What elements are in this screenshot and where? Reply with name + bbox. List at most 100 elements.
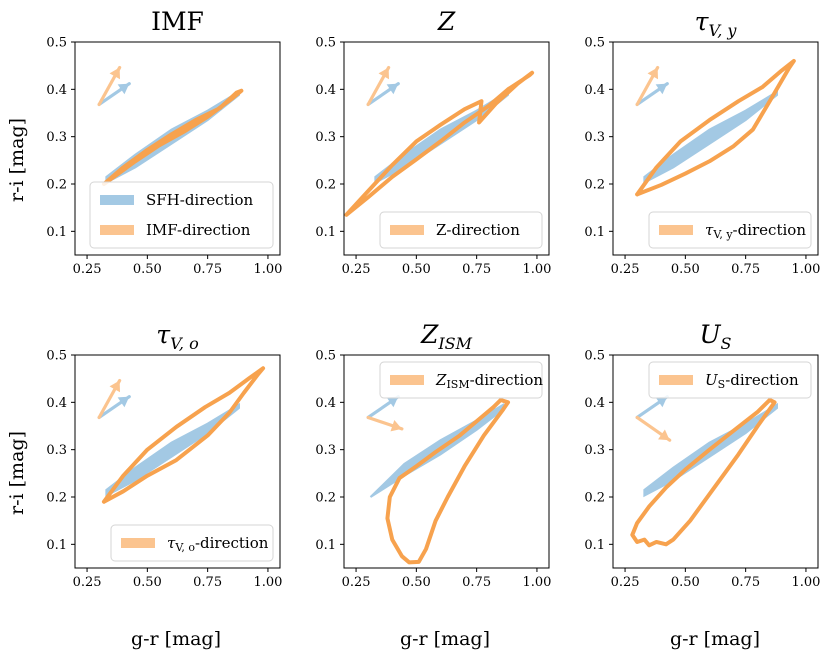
legend-box [648,361,812,399]
legend-label-rest: -direction [733,221,807,239]
legend-label: US-direction [705,371,799,391]
y-tick-label: 0.5 [584,349,605,364]
param-arrow-head [647,67,659,80]
x-tick-label: 0.25 [611,262,640,277]
y-tick-label: 0.2 [46,491,67,506]
y-tick-label: 0.2 [584,178,605,193]
param-loop [101,88,244,186]
y-tick-label: 0.5 [315,349,336,364]
x-tick-label: 1.00 [253,262,282,277]
x-tick-label: 0.25 [342,262,371,277]
plot-frame [74,354,281,569]
xlabel-right: g-r [mag] [670,628,760,650]
y-tick-label: 0.4 [46,396,67,411]
y-tick-label: 0.4 [584,396,605,411]
x-tick-label: 0.75 [462,262,491,277]
title-main: τ [695,7,710,36]
y-tick-label: 0.4 [315,83,336,98]
sfh-arrow-head [386,83,399,95]
param-arrow-head [109,380,121,393]
sfh-arrow-head [655,83,668,95]
param-arrow [366,415,404,432]
y-tick-label: 0.3 [584,443,605,458]
legend: τV, y-direction [648,211,812,249]
legend-box [110,524,274,562]
legend-label-sub: V, y [712,228,733,241]
legend-label: SFH-direction [146,191,254,209]
y-tick-label: 0.1 [46,225,67,240]
x-tick-label: 0.50 [133,262,162,277]
panel-title-tau_vo: τV, o [156,320,198,353]
legend: ZISM-direction [379,361,543,399]
param-loop [101,366,266,504]
panel-title-imf: IMF [151,7,204,36]
legend-label: ZISM-direction [435,371,543,391]
sfh-arrow-head [386,396,399,408]
legend-label: IMF-direction [146,221,251,239]
sfh-arrow [366,395,400,420]
y-tick-label: 0.4 [315,396,336,411]
plot-frame [74,41,281,256]
title-main: U [699,320,721,349]
y-tick-label: 0.2 [315,491,336,506]
legend-label-rest: -direction [470,371,544,389]
y-tick-label: 0.2 [584,491,605,506]
y-tick-label: 0.1 [584,538,605,553]
x-tick-label: 0.75 [731,262,760,277]
panel-title-z: Z [437,7,456,36]
x-tick-label: 0.75 [193,262,222,277]
title-main: τ [156,320,171,349]
y-tick-label: 0.1 [584,225,605,240]
param-arrow-head [109,67,121,80]
param-arrow-head [378,67,390,80]
panel-title-tau_vy: τV, y [695,7,738,40]
y-tick-label: 0.3 [315,130,336,145]
x-tick-label: 1.00 [791,575,820,590]
param-arrow [635,415,672,442]
sfh-arrow [97,82,131,107]
panel-imf: IMF 0.25 0.50 0.75 1.00 0.1 0.2 0.3 0.4 0.5 SFH-di… [46,7,282,277]
legend: SFH-direction IMF-direction [89,181,274,249]
title-sub: ISM [437,334,472,353]
panel-z: Z 0.25 0.50 0.75 1.00 0.1 0.2 0.3 0.4 0.5 Z-direct… [315,7,551,277]
title-main: Z [420,320,439,349]
x-tick-label: 0.50 [402,575,431,590]
param-loop [630,397,777,548]
legend-label-main: Z [435,371,447,389]
sfh-arrow-head [655,396,668,408]
plot-frame [343,41,550,256]
plot-frame [343,354,550,569]
y-tick-label: 0.4 [584,83,605,98]
plot-frame [612,354,819,569]
legend-label-main: U [705,371,719,389]
x-tick-label: 1.00 [522,262,551,277]
legend-label: τV, y-direction [705,221,806,241]
y-tick-label: 0.1 [315,538,336,553]
legend-label-rest: -direction [195,534,269,552]
y-tick-label: 0.5 [584,36,605,51]
legend-label-main: τ [705,221,714,239]
legend-box [379,211,543,249]
x-tick-label: 0.75 [462,575,491,590]
param-arrow [635,65,660,107]
legend-label-sub: V, o [174,541,195,554]
xlabel-left: g-r [mag] [131,628,221,650]
ylabel-bottom: r-i [mag] [6,431,28,515]
panel-title-z_ism: ZISM [420,320,473,353]
panel-tau_vo: τV, o0.25 0.50 0.75 1.000.10.20.30.40.5τV, … [46,320,282,590]
y-tick-label: 0.3 [315,443,336,458]
legend: US-direction [648,361,812,399]
x-tick-label: 0.50 [402,262,431,277]
panel-tau_vy: τV, y0.25 0.50 0.75 1.000.10.20.30.40.5τV, … [584,7,820,277]
x-tick-label: 0.75 [193,575,222,590]
param-arrow-head [658,429,670,441]
x-tick-label: 0.50 [671,575,700,590]
sfh-arrow [366,82,400,107]
y-tick-label: 0.3 [46,443,67,458]
sfh-arrow [635,82,669,107]
legend-label-sub: S [718,378,726,391]
param-loop [385,397,510,565]
legend: τV, o-direction [110,524,274,562]
